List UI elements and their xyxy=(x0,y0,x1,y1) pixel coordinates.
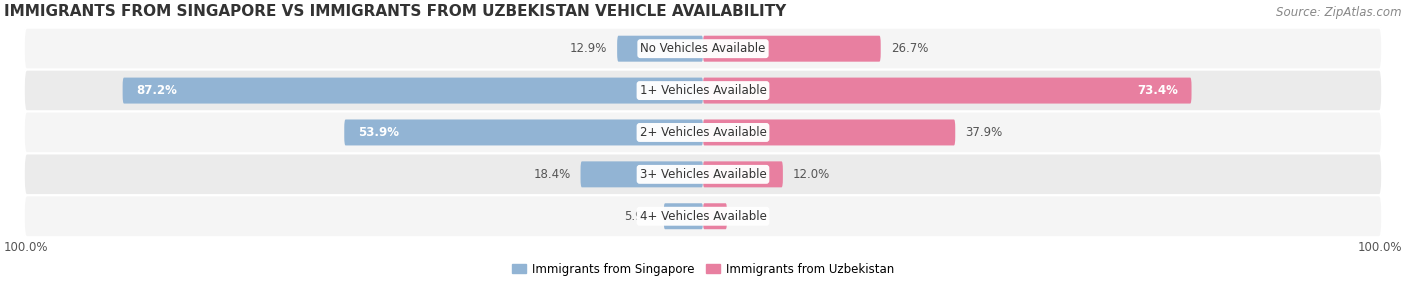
Text: 12.9%: 12.9% xyxy=(569,42,607,55)
Text: IMMIGRANTS FROM SINGAPORE VS IMMIGRANTS FROM UZBEKISTAN VEHICLE AVAILABILITY: IMMIGRANTS FROM SINGAPORE VS IMMIGRANTS … xyxy=(4,4,786,19)
Text: No Vehicles Available: No Vehicles Available xyxy=(640,42,766,55)
Text: 2+ Vehicles Available: 2+ Vehicles Available xyxy=(640,126,766,139)
Text: 37.9%: 37.9% xyxy=(966,126,1002,139)
FancyBboxPatch shape xyxy=(24,28,1382,69)
FancyBboxPatch shape xyxy=(703,120,955,146)
FancyBboxPatch shape xyxy=(24,69,1382,112)
FancyBboxPatch shape xyxy=(703,161,783,187)
Text: 100.0%: 100.0% xyxy=(4,241,49,254)
FancyBboxPatch shape xyxy=(24,112,1382,153)
FancyBboxPatch shape xyxy=(344,120,703,146)
Text: 3.6%: 3.6% xyxy=(737,210,766,223)
Text: 12.0%: 12.0% xyxy=(793,168,830,181)
FancyBboxPatch shape xyxy=(664,203,703,229)
Text: 18.4%: 18.4% xyxy=(533,168,571,181)
FancyBboxPatch shape xyxy=(703,203,727,229)
FancyBboxPatch shape xyxy=(617,36,703,62)
Text: 3+ Vehicles Available: 3+ Vehicles Available xyxy=(640,168,766,181)
FancyBboxPatch shape xyxy=(24,195,1382,237)
Text: 53.9%: 53.9% xyxy=(357,126,398,139)
Text: 87.2%: 87.2% xyxy=(136,84,177,97)
FancyBboxPatch shape xyxy=(24,153,1382,195)
FancyBboxPatch shape xyxy=(581,161,703,187)
Text: 1+ Vehicles Available: 1+ Vehicles Available xyxy=(640,84,766,97)
Text: 100.0%: 100.0% xyxy=(1357,241,1402,254)
FancyBboxPatch shape xyxy=(703,36,880,62)
FancyBboxPatch shape xyxy=(703,78,1191,104)
Text: 26.7%: 26.7% xyxy=(890,42,928,55)
Text: 5.9%: 5.9% xyxy=(624,210,654,223)
Text: 4+ Vehicles Available: 4+ Vehicles Available xyxy=(640,210,766,223)
Legend: Immigrants from Singapore, Immigrants from Uzbekistan: Immigrants from Singapore, Immigrants fr… xyxy=(508,258,898,280)
Text: 73.4%: 73.4% xyxy=(1137,84,1178,97)
FancyBboxPatch shape xyxy=(122,78,703,104)
Text: Source: ZipAtlas.com: Source: ZipAtlas.com xyxy=(1277,6,1402,19)
